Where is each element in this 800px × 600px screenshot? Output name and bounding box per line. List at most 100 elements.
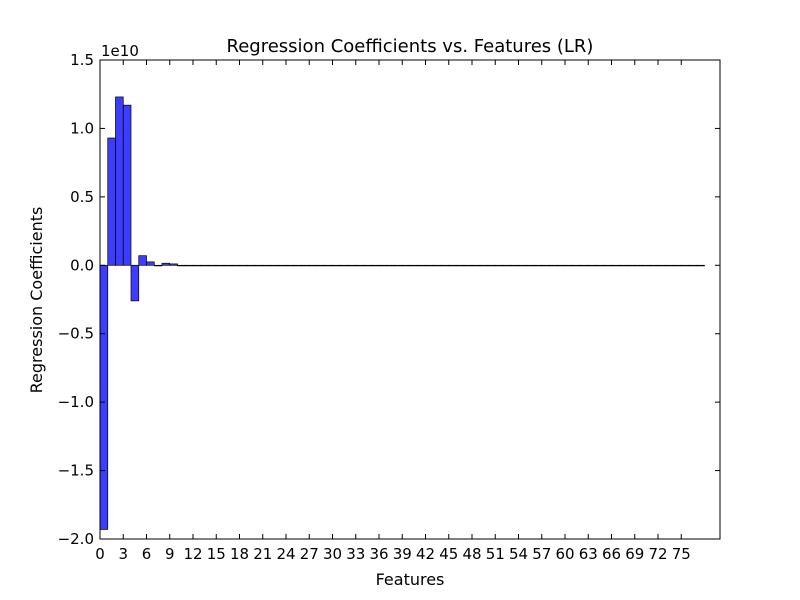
bar-3 xyxy=(122,104,132,266)
bar-7 xyxy=(153,264,163,267)
bar-72 xyxy=(657,264,667,267)
bar-61 xyxy=(572,264,581,267)
bar-31 xyxy=(339,264,349,267)
bar-57 xyxy=(541,264,550,267)
x-tick-label: 54 xyxy=(509,545,528,563)
bar-22 xyxy=(270,264,279,267)
bar-32 xyxy=(347,264,357,267)
x-tick-label: 36 xyxy=(369,545,388,563)
y-tick-label: 1.5 xyxy=(70,51,94,69)
bar-62 xyxy=(580,264,589,267)
bar-51 xyxy=(494,264,504,267)
bar-27 xyxy=(308,264,318,267)
bar-9 xyxy=(169,263,178,266)
x-axis-label: Features xyxy=(376,570,445,589)
bar-40 xyxy=(409,264,419,267)
bar-5 xyxy=(138,255,147,266)
x-tick-label: 3 xyxy=(118,545,128,563)
bar-20 xyxy=(254,264,264,267)
bar-43 xyxy=(432,264,442,267)
bar-2 xyxy=(115,96,124,266)
bar-77 xyxy=(696,264,705,267)
x-tick-label: 15 xyxy=(207,545,226,563)
x-tick-label: 12 xyxy=(183,545,202,563)
bar-65 xyxy=(603,264,612,267)
bar-13 xyxy=(200,264,209,267)
x-tick-label: 45 xyxy=(439,545,458,563)
bar-75 xyxy=(680,264,690,267)
y-tick-label: −0.5 xyxy=(58,325,94,343)
x-tick-label: 6 xyxy=(142,545,152,563)
bar-34 xyxy=(363,264,372,267)
bar-46 xyxy=(456,264,465,267)
x-tick-label: 18 xyxy=(230,545,249,563)
y-tick-label: −2.0 xyxy=(58,530,94,548)
bar-44 xyxy=(440,264,450,267)
bar-49 xyxy=(479,264,488,267)
bar-26 xyxy=(301,264,310,267)
bar-12 xyxy=(192,264,202,267)
bar-69 xyxy=(634,264,643,267)
bar-58 xyxy=(549,264,558,267)
bar-38 xyxy=(394,264,403,267)
bar-45 xyxy=(448,264,457,267)
x-tick-label: 72 xyxy=(648,545,667,563)
bar-14 xyxy=(208,264,217,267)
bar-71 xyxy=(649,264,659,267)
bar-15 xyxy=(215,264,225,267)
bar-1 xyxy=(107,137,116,266)
bar-19 xyxy=(246,264,256,267)
x-tick-label: 69 xyxy=(625,545,644,563)
bar-73 xyxy=(665,264,674,267)
bar-54 xyxy=(518,264,527,267)
y-tick-label: 1.0 xyxy=(70,119,94,137)
bar-25 xyxy=(293,264,302,267)
x-tick-label: 33 xyxy=(346,545,365,563)
bar-42 xyxy=(425,264,434,267)
y-axis-ticks: −2.0 −1.5 −1.0 −0.5 0.0 0.5 1.0 1.5 xyxy=(58,51,720,548)
bar-64 xyxy=(595,264,605,267)
bar-67 xyxy=(618,264,628,267)
x-tick-label: 27 xyxy=(300,545,319,563)
x-tick-label: 60 xyxy=(555,545,574,563)
bar-6 xyxy=(146,261,155,266)
bar-60 xyxy=(564,264,574,267)
y-axis-label: Regression Coefficients xyxy=(27,207,46,394)
x-tick-label: 21 xyxy=(253,545,272,563)
bar-55 xyxy=(525,264,535,267)
bar-30 xyxy=(332,264,341,267)
x-tick-label: 39 xyxy=(393,545,412,563)
bar-52 xyxy=(502,264,512,267)
bar-63 xyxy=(587,264,597,267)
y-tick-label: 0.5 xyxy=(70,188,94,206)
chart-title: Regression Coefficients vs. Features (LR… xyxy=(227,36,594,57)
bar-8 xyxy=(161,262,171,266)
bar-56 xyxy=(533,264,543,267)
x-tick-label: 30 xyxy=(323,545,342,563)
x-tick-label: 42 xyxy=(416,545,435,563)
bar-74 xyxy=(673,264,682,267)
x-tick-label: 48 xyxy=(462,545,481,563)
bar-36 xyxy=(378,264,388,267)
bar-35 xyxy=(370,264,380,267)
bar-37 xyxy=(386,264,395,267)
bar-47 xyxy=(463,264,473,267)
bar-16 xyxy=(223,264,233,267)
y-tick-label: −1.5 xyxy=(58,462,94,480)
x-tick-label: 9 xyxy=(165,545,175,563)
bar-24 xyxy=(285,264,295,267)
x-axis-ticks: 0 3 6 9 12 15 18 21 24 27 30 33 36 39 42 45 48 51 54 57 60 63… xyxy=(95,60,691,563)
bar-41 xyxy=(417,264,426,267)
x-tick-label: 63 xyxy=(579,545,598,563)
bar-21 xyxy=(262,264,271,267)
x-tick-label: 0 xyxy=(95,545,105,563)
bar-29 xyxy=(324,264,333,267)
bar-48 xyxy=(471,264,481,267)
bar-10 xyxy=(177,264,186,267)
x-tick-label: 57 xyxy=(532,545,551,563)
bars-group xyxy=(99,96,705,530)
y-tick-label: 0.0 xyxy=(70,256,94,274)
bar-53 xyxy=(510,264,519,267)
y-offset-label: 1e10 xyxy=(101,42,139,60)
